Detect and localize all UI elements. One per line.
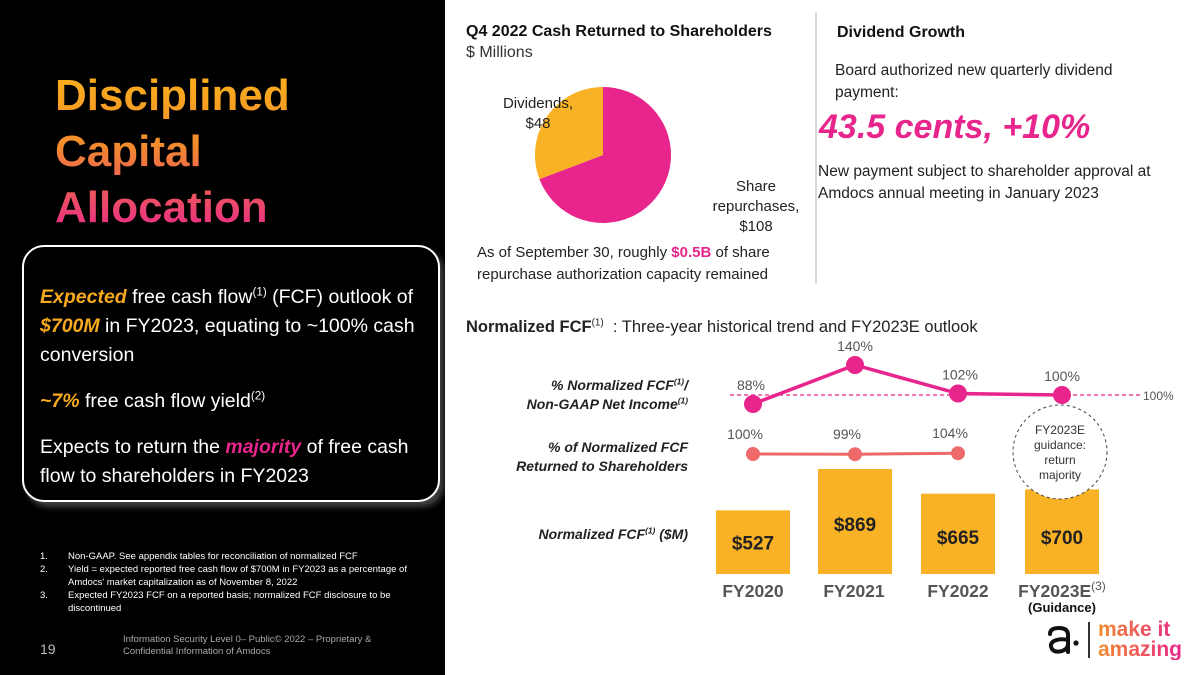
point-fcf-net-income-0 [744, 395, 762, 413]
pie-section-subtitle: $ Millions [466, 44, 533, 61]
fcf-bar-label-2: $665 [937, 528, 980, 549]
pie-label-dividends: Dividends, [503, 95, 573, 112]
callout-fcf-outlook: Expected free cash flow(1) (FCF) outlook… [40, 285, 415, 366]
dividend-highlight: 43.5 cents, +10% [819, 108, 1091, 146]
tagline: make it amazing [1097, 618, 1182, 661]
point-fcf-returned-0 [746, 447, 760, 461]
guidance-text-3: majority [1039, 468, 1081, 482]
guidance-text-1: guidance: [1034, 438, 1086, 452]
dividend-approval-text: New payment subject to shareholder appro… [818, 163, 1151, 202]
dividend-growth-title: Dividend Growth [837, 24, 965, 41]
pie-value-share: $108 [739, 218, 772, 235]
fcf-bar-label-3: $700 [1041, 528, 1083, 549]
guidance-text-2: return [1044, 453, 1075, 467]
fcf-bar-label-0: $527 [732, 533, 774, 554]
dividend-authorized-text: Board authorized new quarterly dividend … [835, 62, 1113, 101]
point-fcf-net-income-3 [1053, 386, 1071, 404]
label-fcf-net-income-0: 88% [737, 377, 765, 393]
x-label-fy2022: FY2022 [927, 581, 989, 601]
pie-value-dividends: $48 [525, 115, 550, 132]
fy2023e-guidance-label: (Guidance) [1028, 600, 1096, 615]
point-fcf-returned-2 [951, 446, 965, 461]
label-fcf-net-income-3: 100% [1044, 368, 1080, 384]
label-fcf-net-income-2: 102% [942, 367, 978, 383]
fcf-bar-fy2023e [1025, 489, 1099, 574]
left-panel: Disciplined Capital Allocation Expected … [0, 0, 445, 675]
x-label-fy2023e: FY2023E(3) [1018, 579, 1106, 601]
share-authorization-note: As of September 30, roughly $0.5B of sha… [477, 244, 770, 283]
label-fcf-returned-0: 100% [727, 426, 763, 442]
confidentiality-footer: Information Security Level 0– Public© 20… [123, 634, 372, 657]
label-fcf-net-income-1: 140% [837, 340, 873, 354]
label-fcf-returned-2: 104% [932, 425, 968, 441]
cash-returned-pie-chart: Share repurchases, $108 Dividends, $48 [503, 87, 800, 235]
guidance-circle [1012, 404, 1108, 500]
footnotes: 1. Non-GAAP. See appendix tables for reco… [40, 550, 435, 615]
fcf-bar-fy2022 [921, 493, 995, 574]
x-label-fy2021: FY2021 [823, 581, 885, 601]
footnote-2: 2. Yield = expected reported free cash fl… [40, 564, 407, 588]
page-number: 19 [40, 641, 56, 657]
guidance-text-0: FY2023E [1035, 423, 1085, 437]
fcf-bar-label-1: $869 [834, 515, 876, 536]
pie-label-share-1: Share [736, 178, 776, 195]
fcf-combo-chart: $527 $869 $665 $700 100% 88% 140% 102% 100% 100% 9… [716, 340, 1174, 574]
x-label-fy2020: FY2020 [722, 581, 784, 601]
reference-line-label: 100% [1143, 389, 1174, 403]
callout-return-majority: Expects to return the majority of free c… [40, 436, 409, 487]
amdocs-a-icon [1047, 625, 1079, 654]
section-divider [815, 12, 817, 284]
fcf-bar-fy2020 [716, 510, 790, 574]
footnote-1: 1. Non-GAAP. See appendix tables for reco… [40, 551, 358, 562]
fcf-bar-fy2021 [818, 469, 892, 574]
footnote-3: 3. Expected FY2023 FCF on a reported basi… [40, 590, 391, 614]
point-fcf-net-income-1 [846, 356, 864, 374]
pie-label-share-2: repurchases, [713, 198, 800, 215]
logo-separator [1087, 622, 1090, 658]
point-fcf-returned-1 [848, 447, 862, 462]
pie-section-title: Q4 2022 Cash Returned to Shareholders [466, 23, 772, 40]
fcf-section-title: Normalized FCF(1) : Three-year historica… [466, 317, 978, 336]
callout-fcf-yield: ~7% free cash flow yield(2) [40, 389, 266, 412]
amdocs-logo: make it amazing [1046, 618, 1182, 661]
pie-slice-0 [539, 87, 671, 224]
pie-slice-1 [535, 87, 603, 180]
row-label-fcf-returned: % of Normalized FCF Returned to Sharehold… [516, 439, 688, 474]
row-label-fcf-net-income: % Normalized FCF(1)/Non-GAAP Net Income(… [526, 376, 688, 412]
page-title: Disciplined Capital Allocation [55, 68, 290, 236]
label-fcf-returned-1: 99% [833, 426, 861, 442]
point-fcf-net-income-2 [949, 384, 967, 403]
line-fcf-net-income [752, 363, 1063, 406]
fcf-callout-box: Expected free cash flow(1) (FCF) outlook… [22, 245, 440, 502]
row-label-normalized-fcf: Normalized FCF(1) ($M) [538, 525, 689, 542]
